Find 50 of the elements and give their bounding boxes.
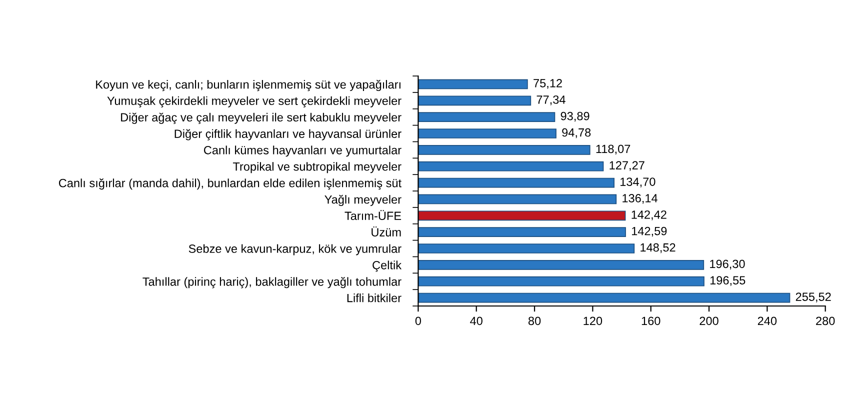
bar — [418, 260, 704, 270]
y-tick-label: Lifli bitkiler — [347, 294, 402, 302]
data-label: 118,07 — [596, 144, 630, 154]
y-tick-label: Tropikal ve subtropikal meyveler — [232, 162, 402, 174]
bar — [418, 144, 590, 155]
data-label: 136,14 — [622, 194, 658, 204]
x-tick-label: 160 — [642, 316, 660, 326]
bar — [418, 178, 614, 188]
data-label: 93,89 — [560, 112, 590, 122]
bar — [418, 210, 626, 221]
x-tick-label: 280 — [816, 316, 835, 326]
data-label: 142,42 — [632, 210, 666, 220]
x-tick-label: 120 — [584, 316, 602, 326]
bar — [418, 292, 790, 303]
y-tick-label: Üzüm — [372, 226, 401, 236]
y-tick-label: Canlı sığırlar (manda dahil), bunlardan elde edilen işlenmemiş süt — [58, 178, 402, 190]
bar — [418, 128, 556, 138]
data-label: 255,52 — [796, 292, 831, 302]
data-label: 148,52 — [640, 243, 676, 254]
data-label: 75,12 — [534, 79, 562, 89]
y-tick-label: Tarım-ÜFE — [344, 210, 402, 220]
data-label: 134,70 — [620, 178, 656, 188]
bar — [418, 244, 635, 254]
y-tick-label: Yumuşak çekirdekli meyveler ve sert çekirdekli meyveler — [107, 96, 402, 108]
y-tick-label: Çeltik — [372, 260, 402, 272]
y-tick-label: Diğer ağaç ve çalı meyveleri ile sert kabuklu meyveler — [121, 112, 402, 124]
data-label: 142,59 — [632, 226, 667, 237]
y-tick-label: Yağlı meyveler — [324, 194, 402, 206]
bar — [418, 161, 604, 172]
x-tick-label: 80 — [528, 316, 541, 326]
y-tick-label: Diğer çiftlik hayvanları ve hayvansal ürünler — [174, 129, 402, 140]
bar — [418, 227, 626, 238]
y-tick-label: Canlı kümes hayvanları ve yumurtalar — [204, 146, 402, 157]
x-tick-label: 0 — [415, 316, 422, 326]
bar — [418, 194, 617, 204]
x-tick-label: 40 — [470, 316, 482, 326]
data-label: 196,55 — [710, 276, 746, 286]
y-tick-label: Koyun ve keçi, canlı; bunların işlenmemiş süt ve yapağıları — [96, 80, 400, 92]
y-tick-label: Tahıllar (pirinç hariç), baklagiller ve yağlı tohumlar — [142, 277, 402, 288]
data-label: 196,30 — [710, 260, 745, 270]
y-tick-label: Sebze ve kavun-karpuz, kök ve yumrular — [188, 244, 402, 256]
bar — [418, 79, 528, 90]
x-tick-label: 240 — [758, 316, 777, 326]
bar — [418, 276, 704, 286]
data-label: 127,27 — [610, 161, 644, 171]
x-tick-label: 200 — [700, 316, 718, 326]
bar — [418, 112, 556, 122]
data-label: 77,34 — [536, 95, 566, 106]
data-label: 94,78 — [562, 128, 591, 138]
bar — [418, 96, 532, 106]
